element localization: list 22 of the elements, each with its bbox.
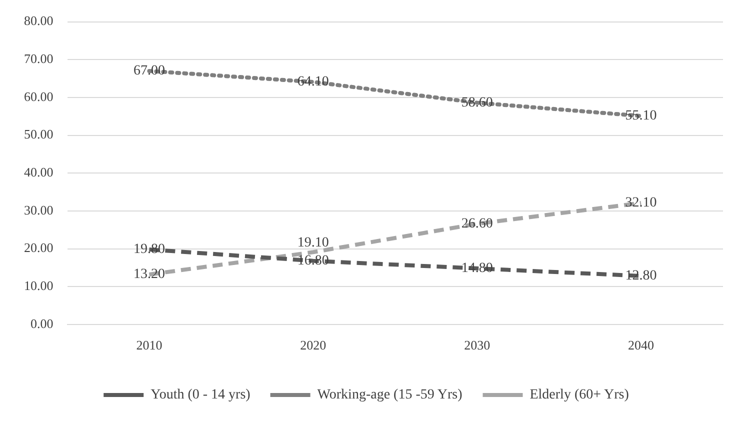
legend-label: Youth (0 - 14 yrs) bbox=[150, 388, 251, 403]
data-label: 55.10 bbox=[625, 108, 657, 124]
data-label: 32.10 bbox=[625, 196, 657, 211]
y-tick-label: 80.00 bbox=[24, 13, 54, 28]
legend-label: Working-age (15 -59 Yrs) bbox=[317, 388, 463, 403]
y-tick-label: 20.00 bbox=[24, 240, 54, 256]
y-tick-label: 0.00 bbox=[30, 316, 54, 331]
y-tick-label: 60.00 bbox=[24, 88, 54, 104]
y-tick-label: 70.00 bbox=[24, 51, 54, 66]
y-tick-label: 40.00 bbox=[24, 164, 54, 180]
x-tick-label: 2040 bbox=[628, 338, 654, 353]
y-tick-label: 50.00 bbox=[24, 126, 54, 142]
data-label: 67.00 bbox=[133, 64, 165, 79]
data-label: 26.60 bbox=[461, 216, 493, 232]
x-tick-label: 2020 bbox=[300, 338, 326, 353]
legend-label: Elderly (60+ Yrs) bbox=[530, 388, 630, 403]
data-label: 13.20 bbox=[133, 267, 165, 282]
x-tick-label: 2010 bbox=[136, 338, 162, 353]
y-tick-label: 10.00 bbox=[24, 278, 54, 293]
data-label: 19.10 bbox=[297, 236, 329, 251]
y-tick-label: 30.00 bbox=[24, 202, 54, 218]
x-tick-label: 2030 bbox=[464, 338, 490, 353]
